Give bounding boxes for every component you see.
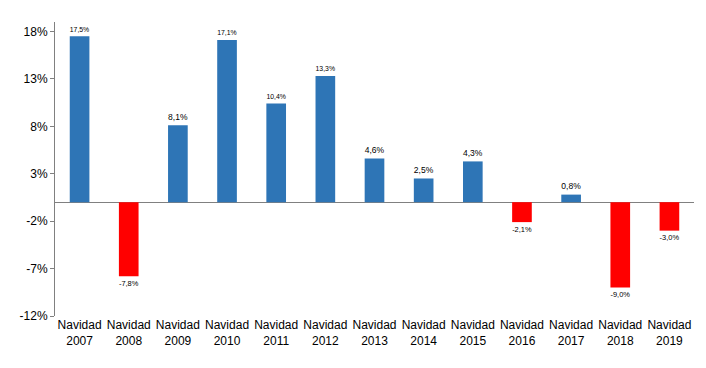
svg-text:-2,1%: -2,1% [512,225,532,234]
svg-text:-3,0%: -3,0% [660,233,680,242]
svg-text:2,5%: 2,5% [414,165,434,175]
svg-text:Navidad2007: Navidad2007 [58,318,102,348]
svg-text:Navidad2010: Navidad2010 [205,318,249,348]
svg-text:13%: 13% [24,72,48,86]
svg-text:8,1%: 8,1% [168,112,188,122]
svg-text:Navidad2019: Navidad2019 [647,318,691,348]
svg-text:Navidad2013: Navidad2013 [352,318,396,348]
svg-text:18%: 18% [24,25,48,39]
svg-text:17,5%: 17,5% [70,26,89,33]
svg-text:17,1%: 17,1% [217,29,236,36]
svg-text:Navidad2016: Navidad2016 [500,318,544,348]
svg-text:0,8%: 0,8% [561,181,581,191]
svg-text:-12%: -12% [20,309,48,323]
svg-text:Navidad2014: Navidad2014 [402,318,446,348]
svg-text:-2%: -2% [26,214,48,228]
svg-text:Navidad2009: Navidad2009 [156,318,200,348]
svg-text:4,3%: 4,3% [463,148,483,158]
svg-text:-9,0%: -9,0% [610,290,630,299]
svg-text:Navidad2011: Navidad2011 [254,318,298,348]
svg-text:4,6%: 4,6% [365,145,385,155]
svg-text:13,3%: 13,3% [316,65,335,72]
svg-text:3%: 3% [30,167,48,181]
svg-text:8%: 8% [30,120,48,134]
svg-text:-7,8%: -7,8% [119,279,139,288]
svg-text:Navidad2008: Navidad2008 [107,318,151,348]
svg-text:10,4%: 10,4% [266,93,285,100]
svg-text:Navidad2017: Navidad2017 [549,318,593,348]
svg-text:Navidad2015: Navidad2015 [451,318,495,348]
svg-text:Navidad2012: Navidad2012 [303,318,347,348]
svg-text:Navidad2018: Navidad2018 [598,318,642,348]
svg-text:-7%: -7% [26,262,48,276]
